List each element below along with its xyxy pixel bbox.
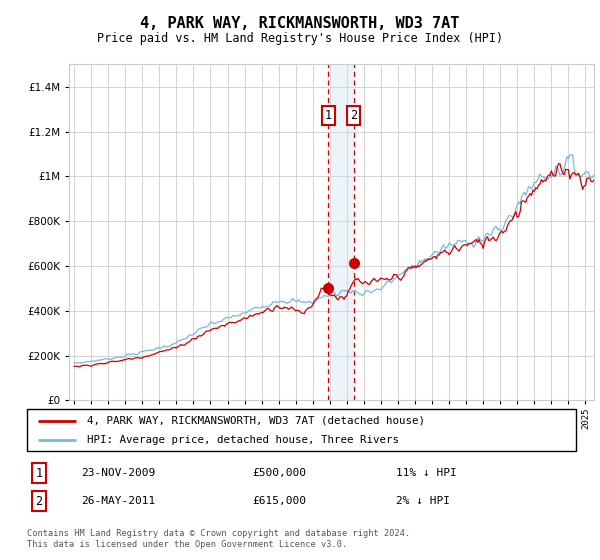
Text: 1: 1 [325,109,332,123]
Text: 26-MAY-2011: 26-MAY-2011 [81,496,155,506]
Text: £500,000: £500,000 [252,468,306,478]
Text: 4, PARK WAY, RICKMANSWORTH, WD3 7AT (detached house): 4, PARK WAY, RICKMANSWORTH, WD3 7AT (det… [88,416,425,426]
FancyBboxPatch shape [27,409,576,451]
Text: 23-NOV-2009: 23-NOV-2009 [81,468,155,478]
Text: 2: 2 [35,494,43,508]
Text: 1: 1 [35,466,43,480]
Text: £615,000: £615,000 [252,496,306,506]
Text: Price paid vs. HM Land Registry's House Price Index (HPI): Price paid vs. HM Land Registry's House … [97,32,503,45]
Bar [328,64,353,400]
Text: This data is licensed under the Open Government Licence v3.0.: This data is licensed under the Open Gov… [27,540,347,549]
Text: 2% ↓ HPI: 2% ↓ HPI [396,496,450,506]
Text: 11% ↓ HPI: 11% ↓ HPI [396,468,457,478]
Text: Contains HM Land Registry data © Crown copyright and database right 2024.: Contains HM Land Registry data © Crown c… [27,529,410,538]
Text: HPI: Average price, detached house, Three Rivers: HPI: Average price, detached house, Thre… [88,435,400,445]
Text: 2: 2 [350,109,357,123]
Text: 4, PARK WAY, RICKMANSWORTH, WD3 7AT: 4, PARK WAY, RICKMANSWORTH, WD3 7AT [140,16,460,31]
